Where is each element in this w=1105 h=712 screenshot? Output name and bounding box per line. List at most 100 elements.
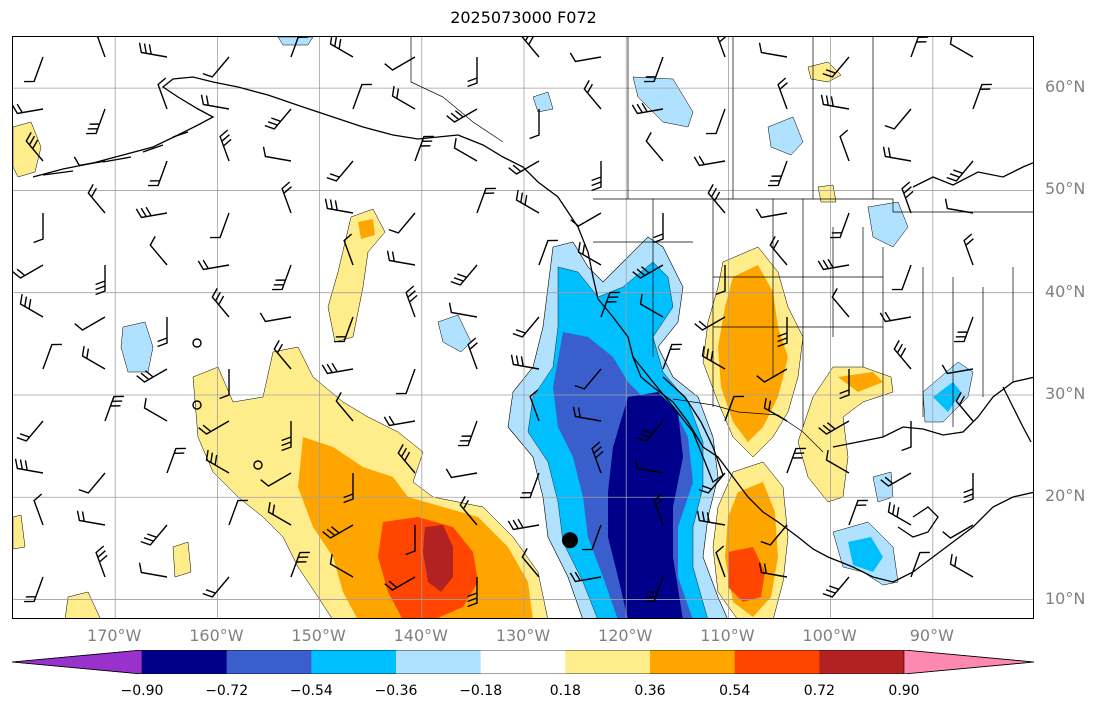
wind-barb — [942, 524, 974, 539]
colorbar-tick-label: 0.72 — [803, 683, 835, 699]
wind-barb — [42, 343, 62, 370]
wind-barb — [197, 259, 230, 271]
wind-barb — [200, 94, 230, 110]
colorbar-segment — [480, 650, 566, 674]
wind-barb — [219, 369, 230, 400]
wind-barb — [901, 181, 914, 214]
anomaly-patch-blue-10 — [277, 37, 314, 46]
wind-barb — [396, 368, 416, 395]
map-panel[interactable] — [12, 36, 1034, 619]
wind-barb — [228, 499, 248, 526]
map-canvas — [13, 37, 1033, 618]
colorbar-tick-label: −0.36 — [374, 683, 418, 699]
wind-barb — [326, 160, 354, 182]
anomaly-patch-orange-1 — [358, 219, 375, 239]
lon-tick-label: 100°W — [802, 626, 857, 645]
colorbar-segment — [142, 650, 228, 674]
us-mexico-border — [672, 398, 824, 453]
wind-barb — [19, 293, 44, 318]
wind-barb — [694, 316, 726, 331]
wind-barb — [572, 406, 602, 422]
wind-barb — [645, 132, 664, 162]
wind-barb — [33, 213, 44, 244]
florida-coast — [1002, 386, 1032, 443]
storm-center-marker[interactable] — [561, 532, 578, 549]
wind-barb — [941, 364, 974, 375]
wind-barb — [467, 57, 478, 88]
wind-barb — [397, 444, 416, 474]
wind-barb — [273, 340, 292, 370]
wind-barb — [81, 345, 106, 370]
wind-barb — [848, 499, 868, 526]
wind-barb — [758, 562, 788, 578]
wind-barb — [715, 545, 726, 578]
wind-barb — [706, 108, 726, 135]
wind-barb — [166, 447, 186, 474]
wind-barb — [136, 368, 168, 383]
wind-barb — [143, 397, 168, 422]
wind-barb — [467, 337, 478, 370]
island-marker — [253, 460, 263, 470]
wind-barb — [538, 239, 558, 266]
wind-barb — [600, 291, 620, 318]
wind-barb — [281, 421, 292, 452]
wind-barb — [140, 524, 168, 546]
colorbar-tick-label: −0.54 — [289, 683, 333, 699]
lon-tick-label: 160°W — [189, 626, 244, 645]
wind-barb — [644, 56, 664, 83]
wind-barb — [16, 420, 44, 442]
wind-barb — [86, 108, 106, 135]
wind-barb — [521, 548, 540, 578]
wind-barb — [259, 312, 292, 323]
wind-barb — [529, 109, 540, 140]
anomaly-patch-deep-blue-8 — [933, 382, 961, 412]
chart-title: 2025073000 F072 — [450, 8, 597, 27]
colorbar-tick-label: −0.72 — [205, 683, 249, 699]
wind-barb — [388, 212, 416, 234]
wind-barb — [777, 77, 788, 110]
wind-barb — [343, 233, 354, 266]
aleutian-islands — [42, 131, 189, 176]
wind-barb — [521, 37, 540, 58]
wind-barb — [693, 155, 726, 167]
lat-tick-label: 60°N — [1045, 77, 1086, 97]
wind-barb — [880, 472, 912, 487]
colorbar-extend-max — [903, 650, 1034, 674]
wind-barb — [458, 420, 478, 447]
wind-barb — [512, 316, 540, 338]
wind-barb — [453, 137, 478, 162]
wind-barb — [786, 447, 806, 474]
lat-tick-label: 50°N — [1045, 179, 1086, 199]
wind-barb — [949, 553, 974, 578]
wind-barb — [825, 449, 850, 474]
wind-barb — [830, 212, 850, 239]
colorbar-tick-label: 0.90 — [888, 683, 920, 699]
wind-barb — [25, 132, 44, 162]
wind-barbs — [13, 37, 992, 608]
lat-tick-label: 10°N — [1045, 588, 1086, 608]
wind-barb — [405, 525, 416, 556]
us-state-borders — [593, 199, 1014, 437]
map-gridlines — [13, 37, 1033, 618]
wind-barb — [383, 415, 416, 427]
wind-barb — [636, 420, 664, 442]
alaska-coastline — [32, 76, 459, 178]
wind-barb — [893, 340, 912, 370]
colorbar-segment — [565, 650, 651, 674]
wind-barb — [446, 108, 478, 123]
yucatan-coast — [897, 506, 939, 538]
wind-barb — [910, 551, 930, 578]
colorbar-tick-label: 0.36 — [634, 683, 666, 699]
wind-barb — [324, 198, 354, 214]
wind-barb — [882, 146, 912, 162]
wind-barb — [24, 576, 44, 603]
wind-barb — [768, 160, 788, 187]
wind-barb — [198, 420, 230, 435]
wind-barb — [202, 576, 230, 598]
anomaly-patch-yellow-4 — [797, 366, 894, 503]
map-symbols — [192, 338, 578, 549]
wind-barb — [104, 395, 124, 422]
wind-barb — [467, 577, 478, 608]
colorbar-tick-label: 0.54 — [719, 683, 751, 699]
wind-barb — [701, 345, 726, 370]
